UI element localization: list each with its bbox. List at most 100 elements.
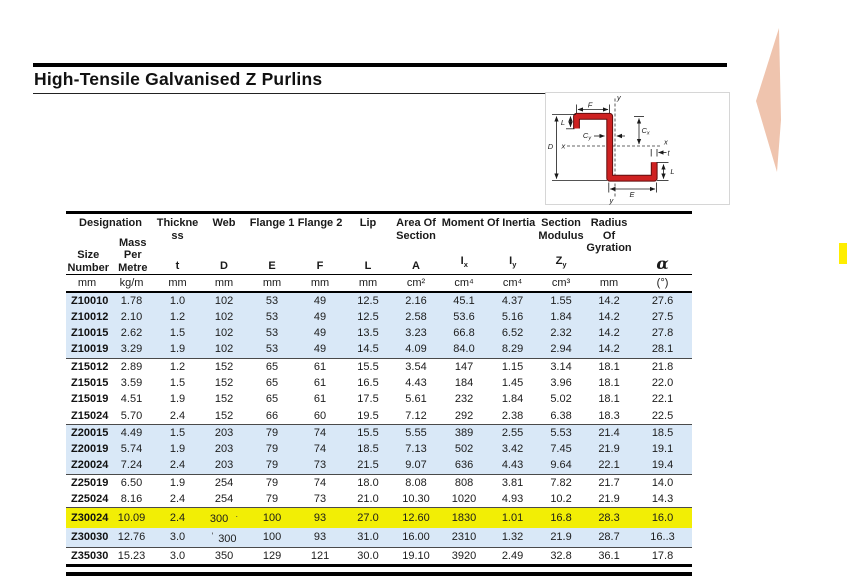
- value-cell: 18.5: [344, 441, 393, 458]
- col-header-designation: Designation Size Number Mass Per Metre: [66, 213, 155, 275]
- value-cell: 15.5: [344, 357, 393, 375]
- value-cell: 152: [214, 409, 234, 422]
- value-cell: 203: [200, 457, 249, 475]
- unit-cell: mm: [66, 274, 108, 293]
- col-header-web: Web D: [200, 213, 248, 275]
- size-number-cell: Z25024: [71, 493, 109, 506]
- value-cell: 22.1: [585, 457, 634, 475]
- value-cell: 6.38: [550, 409, 572, 422]
- value-cell: 79: [265, 493, 279, 506]
- value-cell: 121: [296, 546, 345, 566]
- value-cell: 1.9: [155, 473, 201, 492]
- value-cell: 1.9: [155, 341, 201, 359]
- value-cell: 7.12: [405, 409, 427, 422]
- dim-label-L-top: L: [561, 118, 565, 127]
- value-cell: 203: [200, 441, 249, 458]
- unit-cell: mm: [155, 274, 201, 293]
- value-cell: 1.45: [501, 376, 524, 389]
- table-row: Z15019 4.51 1.9 152 65 61 17.5 5.61 232 1.84 5.02 1…: [66, 391, 692, 407]
- value-cell: 7.13: [392, 441, 441, 458]
- value-cell: 16..3: [633, 527, 693, 548]
- value-cell: 232: [454, 393, 474, 406]
- dim-label-L-bottom: L: [670, 167, 674, 176]
- value-cell: 2310: [440, 527, 489, 548]
- value-cell: 2.32: [537, 325, 586, 342]
- value-cell: 2.4: [169, 409, 186, 422]
- value-cell: 79: [248, 441, 297, 458]
- value-cell: 1830: [440, 507, 489, 528]
- col-header-alpha: α: [633, 213, 692, 275]
- table-row: Z15012 2.89 1.2 152 65 61 15.5 3.54 147 1.15 3.14 1…: [66, 357, 693, 375]
- y-axis-label-bottom: y: [609, 196, 615, 205]
- value-cell: 74: [296, 441, 345, 458]
- value-cell: 6.50: [108, 473, 156, 492]
- unit-cell: cm²: [392, 274, 441, 293]
- value-cell: 2.4: [155, 507, 201, 528]
- size-number-cell: Z15024: [71, 409, 109, 422]
- value-cell: 49: [296, 341, 345, 359]
- value-cell: 2.49: [488, 546, 538, 566]
- value-cell: 93: [296, 507, 345, 528]
- value-cell: 60: [313, 409, 327, 422]
- value-cell: 49: [296, 291, 345, 309]
- value-cell: 15.5: [344, 423, 393, 442]
- value-cell: 636: [440, 457, 489, 475]
- page-title: High-Tensile Galvanised Z Purlins: [34, 69, 323, 89]
- size-number-cell: Z15015: [71, 376, 109, 389]
- value-cell: 3.54: [392, 357, 441, 375]
- dim-label-F: F: [588, 101, 593, 110]
- value-cell: 66.8: [440, 325, 489, 342]
- bottom-rule: [66, 572, 692, 576]
- value-cell: 21.9: [585, 441, 634, 458]
- value-cell: 3.0: [155, 527, 201, 548]
- value-cell: 10.30: [402, 493, 430, 506]
- value-cell: 16.00: [392, 527, 441, 548]
- value-cell: 22.5: [651, 409, 674, 422]
- title-rule-top: [33, 63, 727, 67]
- value-cell: 79: [248, 423, 297, 442]
- table-row: Z15015 3.59 1.5 152 65 61 16.5 4.43 184 1.45 3.96 1…: [66, 375, 692, 391]
- symbol-t: t: [175, 259, 180, 272]
- value-cell: 14.2: [585, 325, 634, 342]
- value-cell: 61: [296, 357, 345, 375]
- size-number-cell: Z25019: [66, 473, 108, 492]
- value-cell: 3.0: [155, 546, 201, 566]
- value-cell: 2.10: [108, 308, 156, 326]
- size-number-cell: Z15019: [71, 393, 109, 406]
- unit-cell: mm: [248, 274, 297, 293]
- value-cell: 21.9: [537, 527, 586, 548]
- symbol-D: D: [220, 259, 228, 272]
- unit-cell: cm⁴: [440, 274, 489, 293]
- value-cell: 73: [296, 457, 345, 475]
- unit-cell: mm: [200, 274, 249, 293]
- value-cell: 2.4: [155, 457, 201, 475]
- size-number-cell: Z10010: [66, 291, 108, 309]
- col-header-radius: Radius Of Gyration: [586, 217, 632, 254]
- table-row: Z25019 6.50 1.9 254 79 74 18.0 8.08 808 3.81 7.82 2…: [66, 473, 693, 492]
- value-cell: 74: [296, 423, 345, 442]
- symbol-L: L: [364, 259, 372, 272]
- value-cell: 4.37: [488, 291, 538, 309]
- size-number-cell: Z10015: [66, 325, 108, 342]
- value-cell: 5.55: [392, 423, 441, 442]
- value-cell: 27.5: [633, 308, 693, 326]
- value-cell: 3.14: [537, 357, 586, 375]
- value-cell: 184: [454, 376, 474, 389]
- value-cell: 18.5: [633, 423, 693, 442]
- yellow-marker-fragment: [839, 243, 847, 264]
- dim-label-E: E: [629, 190, 635, 199]
- unit-cell: mm: [296, 274, 345, 293]
- designation-label: Designation: [79, 217, 142, 229]
- mass-per-metre-label: Mass Per Metre: [118, 236, 148, 274]
- col-header-thickness: Thickne​ss t: [155, 213, 200, 275]
- value-cell: 14.5: [344, 341, 393, 359]
- value-cell: 28.1: [633, 341, 693, 359]
- value-cell: 17.5: [357, 393, 379, 406]
- value-cell: 5.53: [537, 423, 586, 442]
- value-cell: 5.16: [488, 308, 538, 326]
- size-number-cell: Z20024: [66, 457, 108, 475]
- table-row: Z25024 8.16 2.4 254 79 73 21.0 10.30 1020 4.93 10.…: [66, 491, 692, 508]
- value-cell: 21.9: [598, 493, 620, 506]
- value-cell: 8.29: [488, 341, 538, 359]
- value-cell: 1.55: [537, 291, 586, 309]
